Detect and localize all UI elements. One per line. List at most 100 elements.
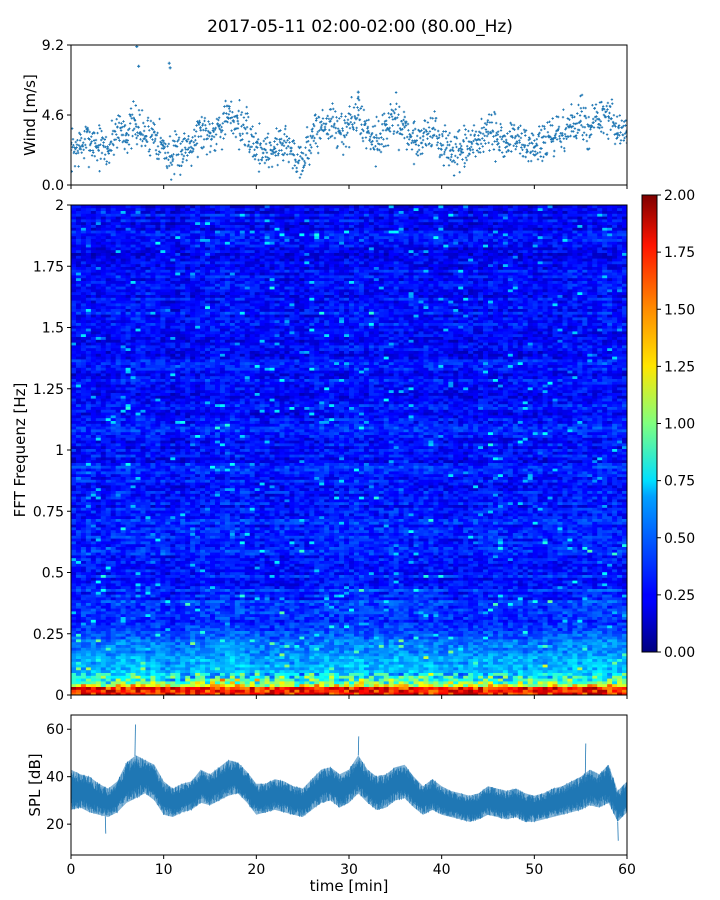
spectrogram-cell bbox=[607, 633, 613, 637]
spectrogram-cell bbox=[512, 681, 519, 685]
spectrogram-cell bbox=[567, 583, 573, 587]
spectrogram-cell bbox=[339, 681, 345, 685]
spectrogram-cell bbox=[587, 622, 593, 626]
spectrogram-cell bbox=[200, 661, 206, 665]
spectrogram-cell bbox=[587, 580, 593, 584]
spectrogram-cell bbox=[324, 588, 330, 592]
spectrogram-cell bbox=[324, 681, 330, 685]
spectrogram-cell bbox=[562, 591, 568, 595]
spectrogram-cell bbox=[309, 675, 315, 679]
spectrogram-cell bbox=[284, 669, 290, 673]
spectrogram-cell bbox=[373, 588, 380, 592]
spectrogram-cell bbox=[155, 594, 161, 598]
spectrogram-cell bbox=[428, 675, 434, 679]
spectrogram-cell bbox=[483, 639, 489, 643]
spectrogram-cell bbox=[507, 611, 514, 615]
spectrogram-cell bbox=[294, 664, 300, 668]
wind-point bbox=[468, 147, 471, 150]
spectrogram-cell bbox=[120, 591, 126, 595]
spectrogram-cell bbox=[557, 580, 563, 584]
spectrogram-cell bbox=[145, 583, 151, 587]
spectrogram-cell bbox=[180, 678, 186, 682]
wind-point bbox=[264, 148, 267, 152]
spectrogram-cell bbox=[522, 650, 529, 654]
spectrogram-cell bbox=[413, 597, 419, 601]
wind-point bbox=[153, 130, 156, 134]
spectrogram-cell bbox=[547, 639, 553, 643]
spectrogram-cell bbox=[378, 683, 385, 687]
spectrogram-cell bbox=[224, 692, 231, 695]
spectrogram-cell bbox=[512, 633, 519, 637]
spectrogram-cell bbox=[289, 653, 295, 657]
spectrogram-cell bbox=[299, 627, 305, 631]
spectrogram-cell bbox=[210, 591, 216, 595]
spectrogram-cell bbox=[200, 571, 206, 575]
spectrogram-cell bbox=[398, 602, 404, 606]
spectrogram-cell bbox=[448, 639, 454, 643]
spectrogram-cell bbox=[453, 644, 459, 648]
spectrogram-cell bbox=[329, 639, 335, 643]
spectrogram-cell bbox=[135, 681, 141, 685]
spectrogram-cell bbox=[195, 653, 201, 657]
spectrogram-cell bbox=[358, 588, 365, 592]
spectrogram-cell bbox=[229, 591, 236, 595]
spectrogram-cell bbox=[527, 616, 534, 620]
spectrogram-cell bbox=[190, 686, 196, 690]
spectrogram-cell bbox=[388, 580, 395, 584]
spectrogram-cell bbox=[80, 636, 87, 640]
spectrogram-cell bbox=[140, 675, 146, 679]
spectrogram-cell bbox=[125, 605, 131, 609]
spectrogram-cell bbox=[532, 571, 539, 575]
spectrogram-cell bbox=[423, 667, 429, 671]
spectrogram-cell bbox=[403, 672, 409, 676]
spectrogram-cell bbox=[458, 664, 464, 668]
spectrogram-cell bbox=[80, 641, 87, 645]
spectrogram-cell bbox=[453, 613, 459, 617]
spectrogram-cell bbox=[254, 681, 261, 685]
spectrogram-cell bbox=[185, 605, 191, 609]
spectrogram-cell bbox=[90, 644, 97, 648]
spectrogram-cell bbox=[254, 588, 261, 592]
spectrogram-cell bbox=[219, 608, 226, 612]
spectrogram-cell bbox=[403, 571, 409, 575]
spectrogram-cell bbox=[85, 647, 92, 651]
spectrogram-cell bbox=[408, 661, 414, 665]
spectrogram-cell bbox=[75, 608, 82, 612]
spectrogram-cell bbox=[349, 639, 355, 643]
spectrogram-cell bbox=[463, 613, 469, 617]
spectrogram-cell bbox=[622, 650, 627, 654]
spectrogram-cell bbox=[433, 630, 439, 634]
spectrogram-cell bbox=[229, 647, 236, 651]
spectrogram-cell bbox=[507, 625, 514, 629]
spectrogram-cell bbox=[418, 605, 424, 609]
spectrogram-cell bbox=[190, 667, 196, 671]
spectrogram-cell bbox=[115, 588, 122, 592]
spectrogram-cell bbox=[383, 625, 390, 629]
spectrogram-cell bbox=[319, 577, 325, 581]
spectrogram-cell bbox=[145, 602, 151, 606]
spectrogram-cell bbox=[214, 658, 221, 662]
spectrogram-cell bbox=[532, 661, 539, 665]
spectrogram-cell bbox=[398, 627, 404, 631]
spectrogram-cell bbox=[502, 692, 509, 695]
spectrogram-cell bbox=[547, 574, 553, 578]
spectrogram-cell bbox=[492, 591, 499, 595]
spectrogram-cell bbox=[488, 689, 494, 693]
spectrogram-cell bbox=[373, 653, 380, 657]
spectrogram-cell bbox=[309, 667, 315, 671]
spectrogram-cell bbox=[408, 675, 414, 679]
spectrogram-cell bbox=[304, 583, 310, 587]
spectrogram-cell bbox=[438, 678, 444, 682]
spectrogram-cell bbox=[130, 571, 136, 575]
spectrogram-cell bbox=[532, 594, 539, 598]
spectrogram-cell bbox=[254, 616, 261, 620]
spectrogram-cell bbox=[264, 647, 270, 651]
spectrogram-cell bbox=[522, 580, 529, 584]
spectrogram-cell bbox=[393, 580, 400, 584]
spectrogram-cell bbox=[80, 599, 87, 603]
spectrogram-cell bbox=[353, 580, 360, 584]
spectrogram-cell bbox=[239, 686, 246, 690]
spectrogram-cell bbox=[517, 627, 524, 631]
spectrogram-cell bbox=[165, 683, 171, 687]
spectrogram-cell bbox=[334, 625, 340, 629]
